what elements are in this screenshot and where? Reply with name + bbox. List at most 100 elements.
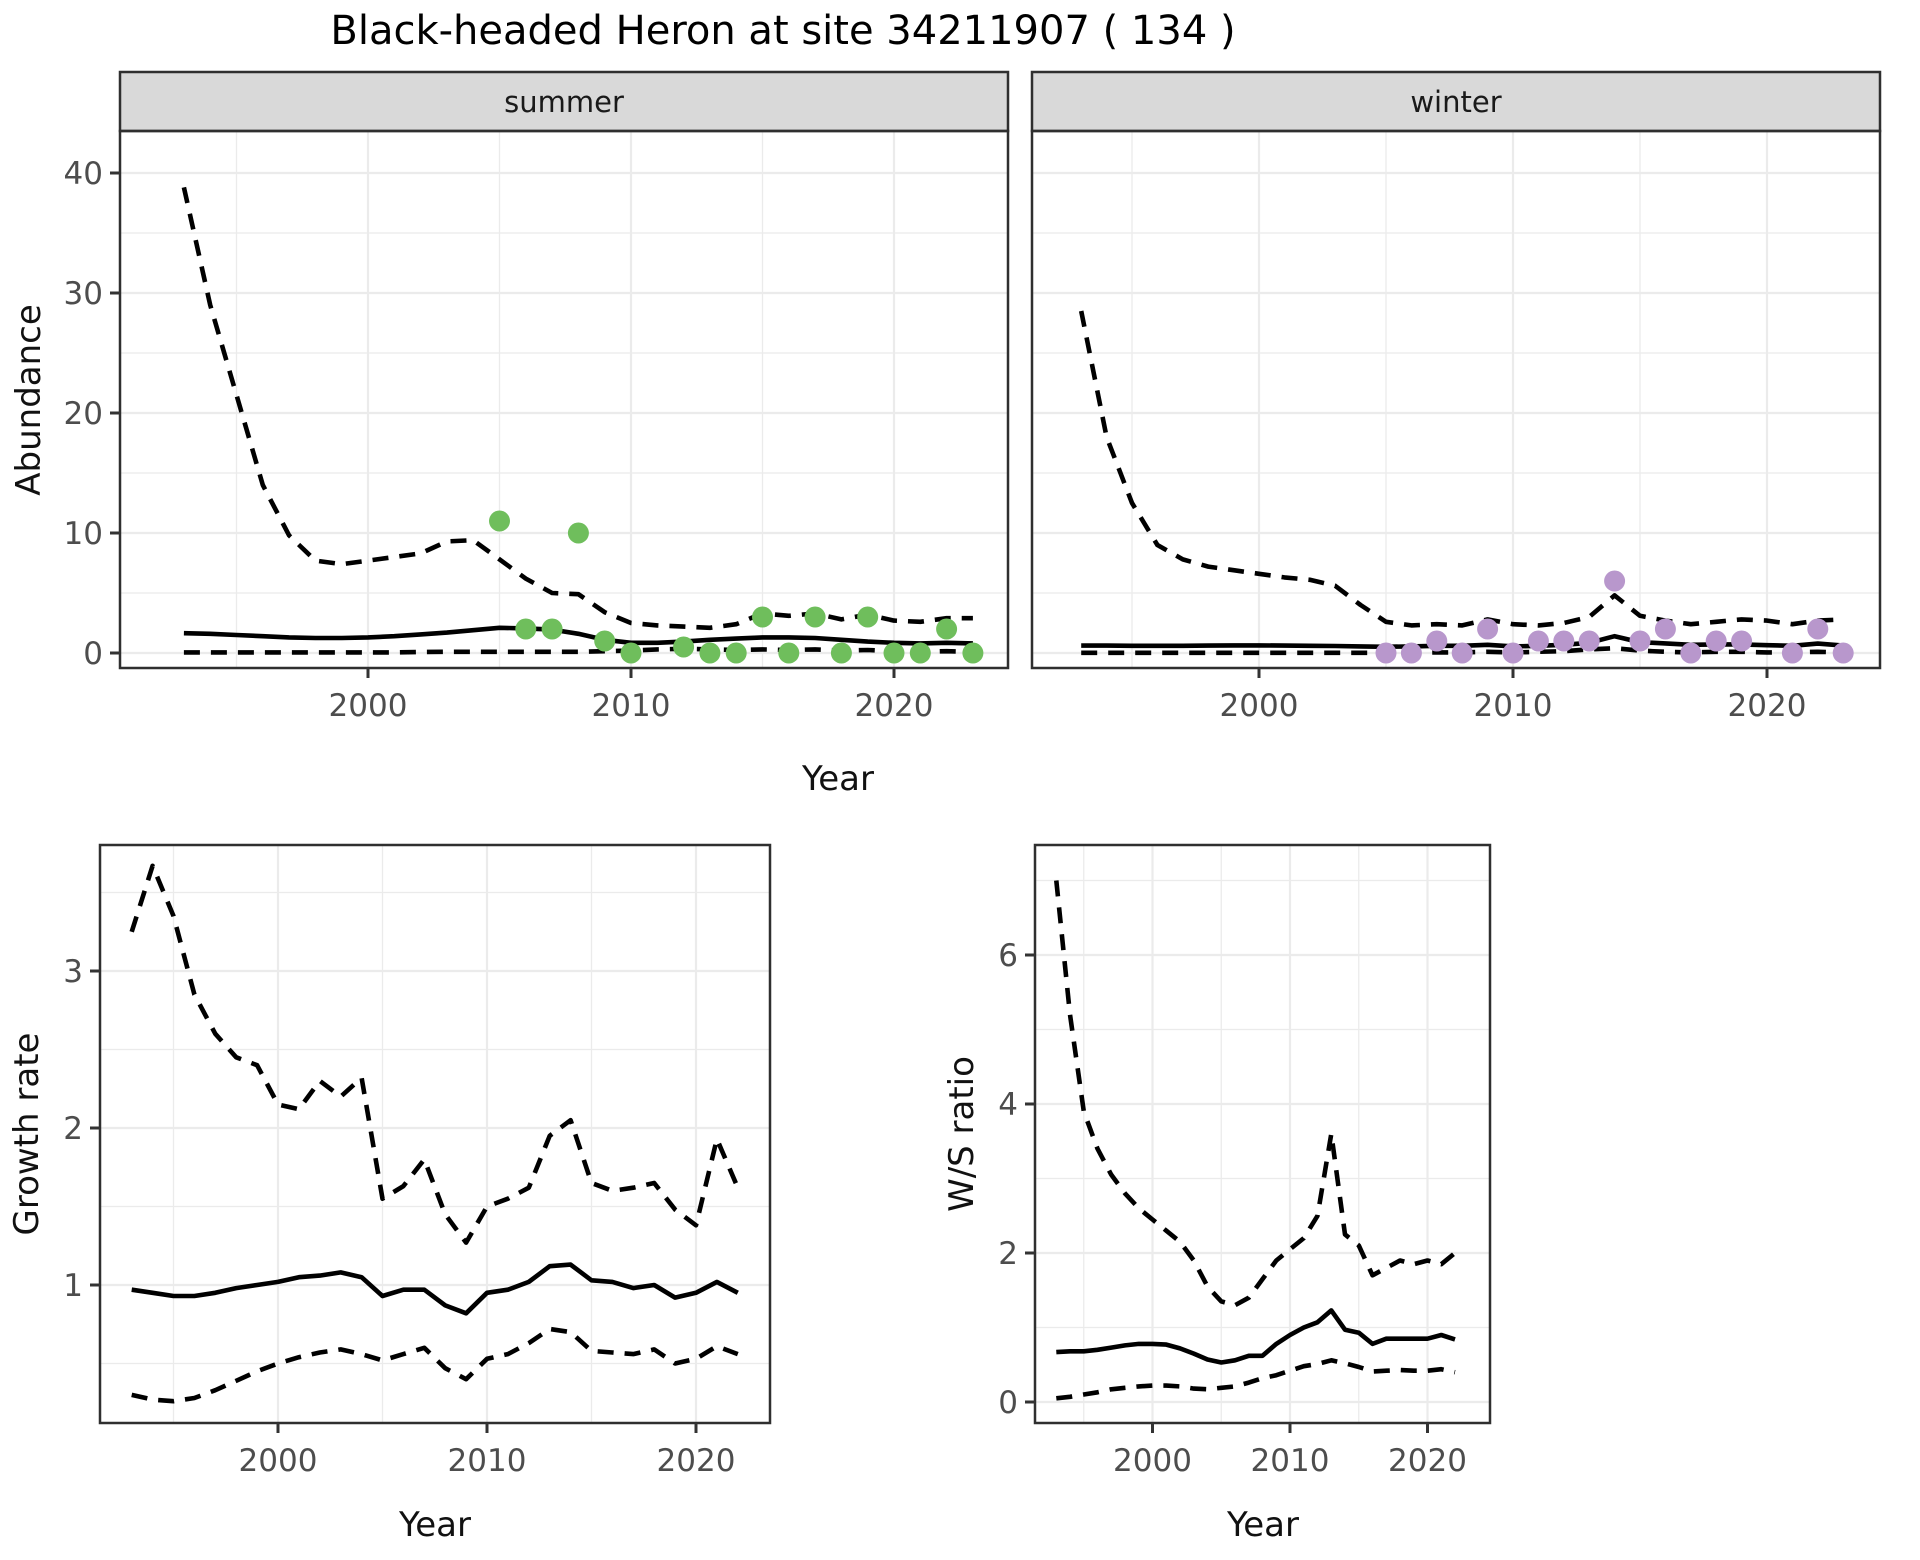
x-axis-title-year-growth: Year bbox=[398, 1505, 471, 1545]
series-abundance-summer bbox=[181, 186, 984, 664]
abundance-winter-point-2008 bbox=[1451, 642, 1473, 664]
abundance-summer-point-2022 bbox=[936, 618, 958, 640]
y-tick-label: 0 bbox=[83, 636, 103, 672]
x-tick-label: 2010 bbox=[448, 1443, 527, 1479]
gridlines-growth-rate bbox=[100, 845, 770, 1423]
y-tick-label: 10 bbox=[64, 516, 103, 552]
y-tick-label: 4 bbox=[998, 1087, 1018, 1123]
abundance-winter-point-2012 bbox=[1553, 630, 1575, 652]
x-tick-label: 2010 bbox=[1251, 1443, 1330, 1479]
series-ws-ratio bbox=[1054, 880, 1457, 1401]
abundance-winter-point-2018 bbox=[1705, 630, 1727, 652]
y-tick-label: 1 bbox=[63, 1268, 83, 1304]
abundance-winter-point-2023 bbox=[1832, 642, 1854, 664]
abundance-summer-point-2007 bbox=[541, 618, 563, 640]
axis-ticks-ws-ratio: 2000 2010 2020 0 2 4 6 bbox=[998, 938, 1467, 1479]
abundance-summer-point-2005 bbox=[489, 510, 510, 532]
ws-ratio-mean-line bbox=[1056, 1308, 1456, 1365]
panel-abundance-winter: 2000 2010 2020 bbox=[1030, 70, 1882, 724]
abundance-summer-point-2016 bbox=[778, 642, 800, 664]
abundance-summer-point-2012 bbox=[673, 636, 695, 658]
y-tick-label: 0 bbox=[998, 1385, 1018, 1421]
abundance-summer-point-2023 bbox=[962, 642, 984, 664]
gridlines-ws-ratio bbox=[1035, 845, 1490, 1423]
abundance-winter-point-2005 bbox=[1375, 642, 1397, 664]
panel-ws-ratio: 2000 2010 2020 0 2 4 6 bbox=[998, 843, 1492, 1479]
facet-label-winter: winter bbox=[1410, 85, 1501, 119]
abundance-summer-point-2019 bbox=[857, 606, 879, 628]
series-growth-rate bbox=[129, 863, 740, 1404]
abundance-winter-point-2009 bbox=[1477, 618, 1499, 640]
panel-border-abundance-summer bbox=[118, 129, 1010, 670]
abundance-winter-point-2019 bbox=[1731, 630, 1753, 652]
abundance-winter-point-2022 bbox=[1807, 618, 1829, 640]
x-tick-label: 2000 bbox=[1220, 688, 1299, 724]
x-tick-label: 2010 bbox=[1474, 688, 1553, 724]
abundance-summer-point-2018 bbox=[830, 642, 852, 664]
abundance-winter-upper-ci-line bbox=[1078, 310, 1844, 628]
panel-border-abundance-winter bbox=[1030, 129, 1882, 670]
growth-rate-lower-ci-line bbox=[131, 1326, 739, 1404]
y-tick-label: 2 bbox=[63, 1111, 83, 1147]
ws-ratio-lower-ci-line bbox=[1056, 1358, 1456, 1401]
facet-strip-summer bbox=[118, 70, 1010, 133]
abundance-summer-point-2008 bbox=[567, 522, 589, 544]
x-tick-label: 2020 bbox=[1388, 1443, 1467, 1479]
axis-ticks-abundance-winter: 2000 2010 2020 bbox=[1220, 668, 1807, 724]
x-tick-label: 2020 bbox=[855, 688, 934, 724]
y-tick-label: 40 bbox=[64, 156, 103, 192]
abundance-winter-point-2006 bbox=[1400, 642, 1422, 664]
y-axis-title-growth-rate: Growth rate bbox=[7, 1033, 47, 1236]
x-axis-title-year-ws: Year bbox=[1226, 1505, 1299, 1545]
panel-border-growth-rate bbox=[98, 843, 772, 1425]
abundance-summer-point-2021 bbox=[909, 642, 931, 664]
panel-growth-rate: 2000 2010 2020 1 2 3 bbox=[63, 843, 772, 1479]
abundance-winter-point-2014 bbox=[1604, 570, 1626, 592]
x-tick-label: 2020 bbox=[1728, 688, 1807, 724]
abundance-winter-point-2021 bbox=[1781, 642, 1803, 664]
facet-label-summer: summer bbox=[504, 85, 624, 119]
x-tick-label: 2000 bbox=[239, 1443, 318, 1479]
facet-strip-winter bbox=[1030, 70, 1882, 133]
y-tick-label: 3 bbox=[63, 954, 83, 990]
abundance-winter-point-2011 bbox=[1527, 630, 1549, 652]
abundance-winter-point-2017 bbox=[1680, 642, 1702, 664]
x-tick-label: 2000 bbox=[329, 688, 408, 724]
axis-ticks-abundance-summer: 2000 2010 2020 0 10 20 30 40 bbox=[64, 156, 934, 724]
y-axis-title-ws-ratio: W/S ratio bbox=[942, 1056, 982, 1212]
abundance-winter-point-2010 bbox=[1502, 642, 1524, 664]
growth-rate-upper-ci-line bbox=[129, 863, 740, 1245]
series-abundance-winter bbox=[1078, 310, 1854, 664]
abundance-winter-point-2013 bbox=[1578, 630, 1600, 652]
growth-rate-mean-line bbox=[131, 1262, 739, 1316]
abundance-summer-point-2006 bbox=[515, 618, 537, 640]
abundance-summer-upper-ci-line bbox=[181, 186, 973, 631]
y-tick-label: 6 bbox=[998, 938, 1018, 974]
x-tick-label: 2020 bbox=[657, 1443, 736, 1479]
abundance-summer-point-2013 bbox=[699, 642, 721, 664]
abundance-summer-point-2020 bbox=[883, 642, 905, 664]
abundance-summer-point-2009 bbox=[594, 630, 616, 652]
y-tick-label: 2 bbox=[998, 1236, 1018, 1272]
panel-abundance-summer: 2000 2010 2020 0 10 20 30 40 bbox=[64, 70, 1010, 724]
abundance-summer-point-2014 bbox=[725, 642, 747, 664]
chart-title: Black-headed Heron at site 34211907 ( 13… bbox=[330, 8, 1236, 54]
panel-border-ws-ratio bbox=[1033, 843, 1492, 1425]
y-axis-title-abundance: Abundance bbox=[9, 304, 49, 496]
abundance-summer-point-2015 bbox=[752, 606, 773, 628]
abundance-winter-point-2016 bbox=[1654, 618, 1676, 640]
abundance-winter-point-2007 bbox=[1426, 630, 1448, 652]
abundance-summer-point-2010 bbox=[620, 642, 642, 664]
x-tick-label: 2000 bbox=[1113, 1443, 1192, 1479]
abundance-winter-point-2015 bbox=[1629, 630, 1651, 652]
x-tick-label: 2010 bbox=[592, 688, 671, 724]
y-tick-label: 20 bbox=[64, 396, 103, 432]
abundance-summer-mean-line bbox=[183, 625, 973, 646]
x-axis-title-year-top: Year bbox=[801, 759, 874, 799]
y-tick-label: 30 bbox=[64, 276, 103, 312]
abundance-summer-point-2017 bbox=[804, 606, 826, 628]
axis-ticks-growth-rate: 2000 2010 2020 1 2 3 bbox=[63, 954, 735, 1479]
